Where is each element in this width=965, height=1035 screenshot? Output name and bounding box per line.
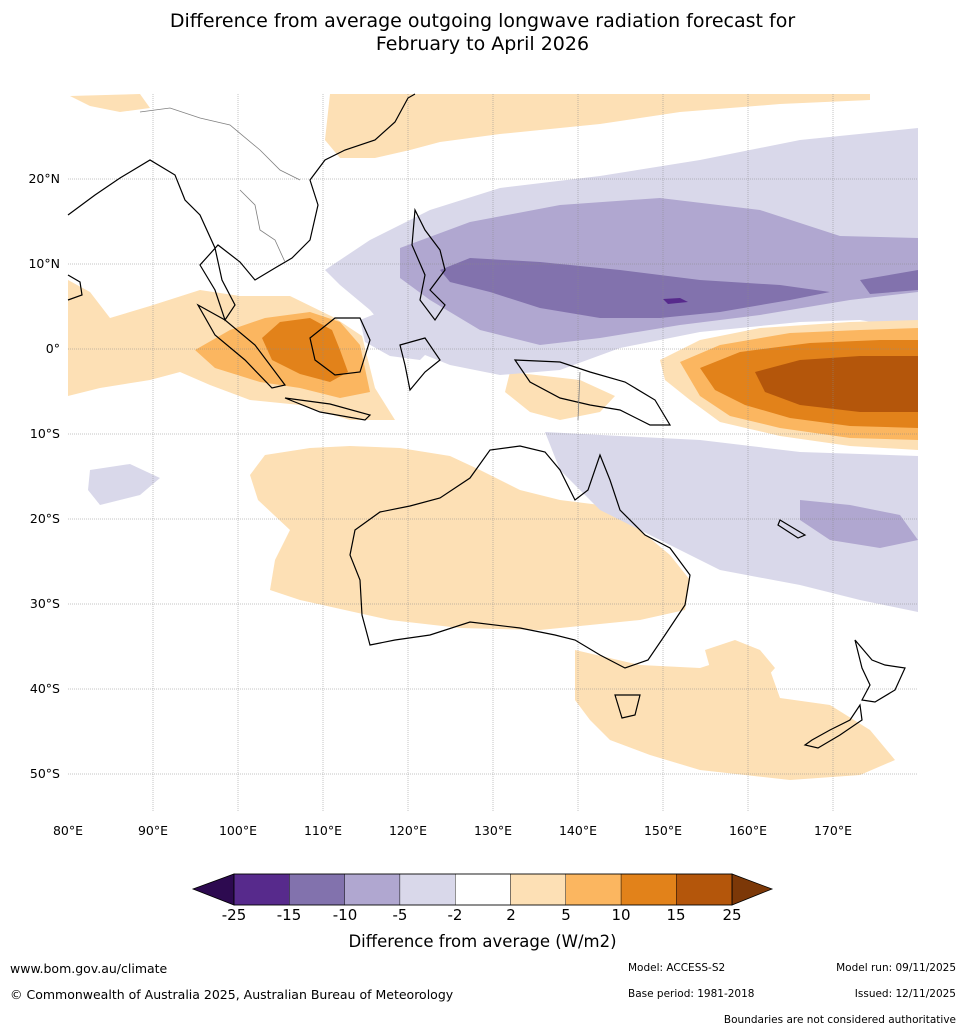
anomaly-area-southern-china [325, 94, 870, 158]
lon-label-90e: 90°E [137, 823, 169, 838]
lon-label-80e: 80°E [52, 823, 84, 838]
colorbar-tick-8: 10 [611, 906, 631, 924]
java-coastline [284, 397, 372, 421]
anomaly-area-indian-ocean-south [88, 464, 160, 505]
lon-label-150e: 150°E [643, 823, 682, 838]
coastlines [67, 93, 906, 749]
anomaly-area-tropical-pacific-south [545, 432, 918, 612]
website-link[interactable]: www.bom.gov.au/climate [10, 961, 168, 976]
colorbar-tick-2: -15 [276, 906, 302, 924]
colorbar-tick-10: 25 [722, 906, 742, 924]
colorbar-tick-6: 2 [506, 906, 516, 924]
anomaly-area-indochina [70, 94, 150, 112]
sulawesi-coastline [399, 337, 441, 392]
sumatra-coastline [196, 303, 287, 389]
gridlines [68, 94, 918, 812]
anomaly-area-pacific-south-5 [800, 500, 918, 548]
australia-coastline [349, 445, 691, 669]
colorbar-tick-5: -2 [447, 906, 463, 924]
anomaly-area-sumatra-10 [262, 318, 348, 382]
asia-mainland-coastline [67, 93, 416, 322]
anomaly-area-pacific-east-10 [860, 270, 918, 294]
lon-label-120e: 120°E [388, 823, 427, 838]
colorbar-tick-1: -25 [221, 906, 247, 924]
anomaly-area-pacific-5 [400, 198, 918, 345]
colorbar-tick-7: 5 [561, 906, 571, 924]
anomaly-area-pacific-10 [440, 258, 830, 318]
anomaly-area-tasman-east [705, 640, 775, 685]
country-borders [139, 107, 581, 421]
colorbar-tick-9: 15 [666, 906, 686, 924]
lon-label-130e: 130°E [473, 823, 512, 838]
title-line-1: Difference from average outgoing longwav… [169, 10, 796, 32]
anomaly-area-pacific-15 [663, 298, 688, 304]
lat-label-40s: 40°S [29, 681, 60, 696]
disclaimer-text: Boundaries are not considered authoritat… [723, 1014, 956, 1026]
tasmania-coastline [614, 694, 641, 719]
anomaly-area-east-pacific-15 [755, 356, 918, 412]
lat-label-10n: 10°N [28, 256, 60, 271]
chart-title: Difference from average outgoing longwav… [0, 10, 965, 56]
new-zealand-north-coastline [854, 639, 906, 703]
lon-label-160e: 160°E [728, 823, 767, 838]
lat-label-0: 0° [45, 341, 60, 356]
lat-label-20n: 20°N [28, 171, 60, 186]
lat-label-50s: 50°S [29, 766, 60, 781]
lon-label-100e: 100°E [218, 823, 257, 838]
new-caledonia-coastline [777, 519, 807, 539]
colorbar-tick-4: -5 [392, 906, 408, 924]
colorbar-tick-3: -10 [332, 906, 358, 924]
lon-label-140e: 140°E [558, 823, 597, 838]
model-run-text: Model run: 09/11/2025 [836, 962, 956, 974]
new-guinea-coastline [513, 359, 672, 426]
lon-label-110e: 110°E [303, 823, 342, 838]
borneo-coastline [309, 317, 371, 376]
lat-label-20s: 20°S [29, 511, 60, 526]
lon-label-170e: 170°E [813, 823, 852, 838]
lat-label-30s: 30°S [29, 596, 60, 611]
title-line-2: February to April 2026 [375, 33, 590, 55]
sri-lanka-coastline [67, 274, 83, 301]
copyright-text: © Commonwealth of Australia 2025, Austra… [10, 987, 454, 1002]
issued-text: Issued: 12/11/2025 [854, 988, 956, 1000]
lat-label-10s: 10°S [29, 426, 60, 441]
base-period-text: Base period: 1981-2018 [628, 988, 755, 1000]
anomaly-area-sulawesi [360, 304, 440, 360]
new-zealand-south-coastline [803, 703, 863, 749]
colorbar-label: Difference from average (W/m2) [348, 932, 617, 951]
philippines-coastline [411, 207, 446, 322]
model-text: Model: ACCESS-S2 [628, 962, 726, 974]
